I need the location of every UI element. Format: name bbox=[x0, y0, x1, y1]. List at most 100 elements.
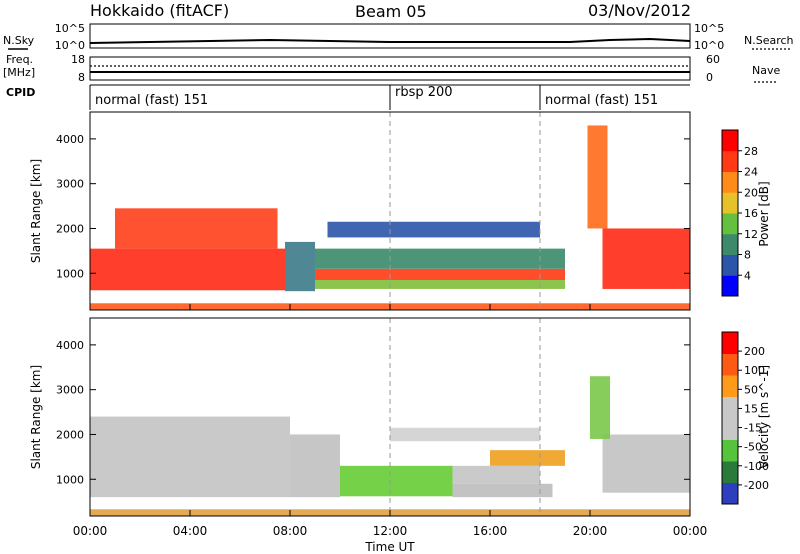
colorbar-tick-label: 100 bbox=[744, 364, 765, 377]
colorbar-tick-label: 24 bbox=[744, 166, 758, 179]
colorbar-segment bbox=[722, 254, 738, 276]
y-tick-label: 3000 bbox=[56, 384, 84, 397]
cpid-label: CPID bbox=[6, 86, 35, 99]
velocity-ylabel: Slant Range [km] bbox=[29, 365, 43, 469]
colorbar-tick-label: -50 bbox=[744, 441, 762, 454]
scatter-region-velocity-4 bbox=[452, 465, 540, 484]
colorbar-tick-label: -15 bbox=[744, 422, 762, 435]
nsky-right-tick-low: 10^0 bbox=[694, 39, 724, 52]
freq-label-top: Freq. bbox=[6, 53, 33, 66]
colorbar-segment bbox=[722, 171, 738, 193]
nave-label: Nave bbox=[752, 64, 780, 77]
scatter-region-velocity-9 bbox=[590, 376, 610, 439]
y-tick-label: 1000 bbox=[56, 473, 84, 486]
freq-tick-low: 8 bbox=[78, 71, 85, 84]
colorbar-tick-label: 8 bbox=[744, 249, 751, 262]
colorbar-segment bbox=[722, 150, 738, 172]
y-tick-label: 2000 bbox=[56, 222, 84, 235]
x-tick-label: 08:00 bbox=[273, 524, 308, 538]
scatter-region-velocity-6 bbox=[490, 450, 565, 466]
power-panel: 1000 2000 3000 4000 Slant Range [km] 4 8 12 16… bbox=[29, 111, 771, 311]
velocity-colorbar: 200 100 50 15 -15 -50 -100 -200 bbox=[721, 331, 769, 505]
y-tick-label: 2000 bbox=[56, 428, 84, 441]
scatter-region-power-1 bbox=[90, 248, 285, 291]
nsky-panel-frame bbox=[89, 23, 691, 49]
x-tick-label: 00:00 bbox=[673, 524, 708, 538]
colorbar-segment bbox=[722, 275, 738, 297]
scatter-region-power-8 bbox=[602, 228, 690, 289]
colorbar-tick-label: -200 bbox=[744, 479, 769, 492]
colorbar-tick-label: 12 bbox=[744, 228, 758, 241]
colorbar-tick-label: 28 bbox=[744, 145, 758, 158]
colorbar-segment bbox=[722, 213, 738, 235]
scatter-region-velocity-1 bbox=[90, 416, 290, 498]
scatter-region-power-9 bbox=[587, 125, 608, 229]
x-tick-label: 16:00 bbox=[473, 524, 508, 538]
velocity-colorbar-label: Velocity [m s^-1] bbox=[757, 365, 771, 469]
nsky-tick-high: 10^5 bbox=[55, 22, 85, 35]
power-colorbar: 4 8 12 16 20 24 28 bbox=[721, 129, 758, 297]
colorbar-tick-label: 16 bbox=[744, 207, 758, 220]
y-tick-label: 4000 bbox=[56, 339, 84, 352]
scatter-region-velocity-7 bbox=[390, 427, 540, 442]
velocity-data-layer bbox=[90, 376, 690, 516]
time-axis: 00:00 04:00 08:00 12:00 16:00 20:00 00:00 bbox=[73, 304, 708, 538]
colorbar-segment bbox=[722, 375, 738, 397]
scatter-region-power-4 bbox=[315, 268, 565, 280]
freq-tick-high: 18 bbox=[71, 53, 85, 66]
colorbar-segment bbox=[722, 418, 738, 440]
y-tick-label: 3000 bbox=[56, 178, 84, 191]
power-y-axis: 1000 2000 3000 4000 bbox=[56, 133, 690, 280]
colorbar-segment bbox=[722, 332, 738, 354]
colorbar-segment bbox=[722, 353, 738, 376]
nsky-label: N.Sky bbox=[3, 34, 35, 47]
nave-tick-low: 0 bbox=[706, 71, 713, 84]
nsky-trace bbox=[89, 37, 691, 44]
colorbar-tick-label: 4 bbox=[744, 269, 751, 282]
time-axis-label: Time UT bbox=[364, 540, 415, 554]
scatter-region-power-5 bbox=[315, 279, 565, 289]
colorbar-tick-label: 20 bbox=[744, 186, 758, 199]
scatter-region-velocity-5 bbox=[452, 483, 553, 498]
colorbar-segment bbox=[722, 233, 738, 255]
power-colorbar-label: Power [dB] bbox=[757, 181, 771, 246]
colorbar-segment bbox=[722, 461, 738, 483]
velocity-y-axis: 1000 2000 3000 4000 bbox=[56, 339, 690, 486]
colorbar-frame bbox=[721, 331, 739, 505]
colorbar-tick-label: 50 bbox=[744, 383, 758, 396]
cpid-segment-2: rbsp 200 bbox=[395, 85, 453, 100]
cpid-segment-1: normal (fast) 151 bbox=[95, 93, 208, 108]
freq-panel-frame bbox=[89, 56, 691, 81]
x-tick-label: 20:00 bbox=[573, 524, 608, 538]
scatter-region-velocity-2 bbox=[290, 434, 340, 498]
y-tick-label: 4000 bbox=[56, 133, 84, 146]
nave-tick-high: 60 bbox=[706, 53, 720, 66]
y-tick-label: 1000 bbox=[56, 267, 84, 280]
station-title: Hokkaido (fitACF) bbox=[90, 1, 229, 20]
colorbar-tick-label: 15 bbox=[744, 402, 758, 415]
colorbar-segment bbox=[722, 482, 738, 505]
scatter-region-velocity-3 bbox=[340, 465, 453, 497]
nsky-tick-low: 10^0 bbox=[55, 39, 85, 52]
colorbar-segment bbox=[722, 192, 738, 214]
colorbar-segment bbox=[722, 439, 738, 462]
colorbar-segment bbox=[722, 130, 738, 152]
power-data-layer bbox=[90, 125, 690, 310]
scatter-region-power-2 bbox=[115, 208, 278, 249]
x-tick-label: 04:00 bbox=[173, 524, 208, 538]
beam-label: Beam 05 bbox=[355, 2, 427, 21]
scatter-region-power-7 bbox=[327, 221, 540, 238]
scatter-region-power-6 bbox=[315, 248, 565, 269]
colorbar-tick-label: 200 bbox=[744, 345, 765, 358]
colorbar-tick-label: -100 bbox=[744, 460, 769, 473]
colorbar-segment bbox=[722, 396, 738, 419]
x-tick-label: 12:00 bbox=[373, 524, 408, 538]
cpid-segment-3: normal (fast) 151 bbox=[545, 93, 658, 108]
freq-label-bottom: [MHz] bbox=[3, 66, 35, 79]
nsky-right-tick-high: 10^5 bbox=[694, 22, 724, 35]
date-label: 03/Nov/2012 bbox=[588, 1, 691, 20]
nsearch-label: N.Search bbox=[744, 34, 794, 47]
velocity-panel: 1000 2000 3000 4000 Slant Range [km] 200 100… bbox=[29, 317, 771, 517]
x-tick-label: 00:00 bbox=[73, 524, 108, 538]
